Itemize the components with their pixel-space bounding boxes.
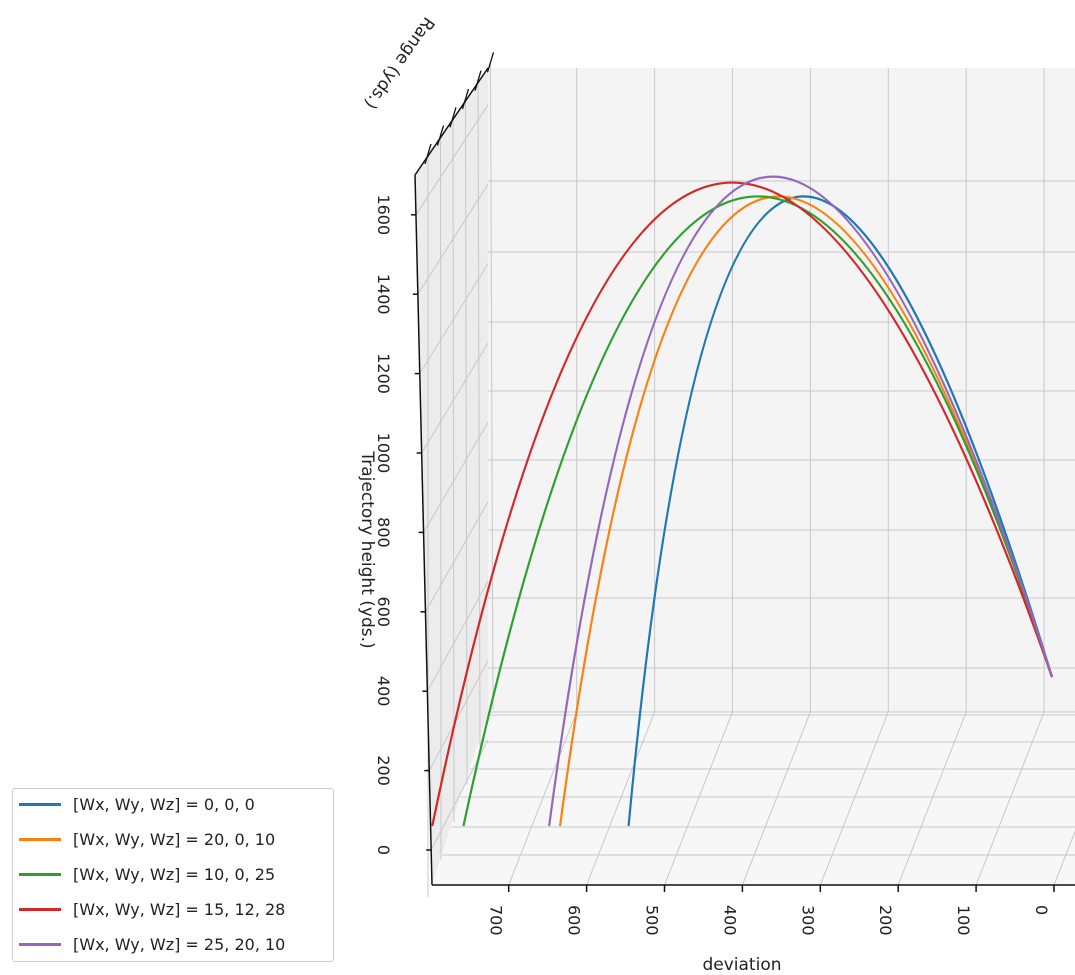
gridline	[664, 711, 733, 886]
range-tick-mark	[449, 107, 457, 128]
gridline	[417, 183, 489, 295]
z-tick-label: 600	[374, 597, 393, 628]
z-tick-label: 1600	[374, 194, 393, 235]
x-tick-label: 100	[954, 905, 973, 936]
legend-label: [Wx, Wy, Wz] = 15, 12, 28	[73, 899, 286, 919]
floor-pane	[432, 712, 1075, 885]
gridline	[897, 711, 967, 886]
gridline	[421, 342, 489, 454]
gridline	[741, 711, 811, 886]
x-tick-label: 400	[720, 905, 739, 936]
legend-label: [Wx, Wy, Wz] = 25, 20, 10	[73, 934, 286, 954]
range-tick-mark	[424, 143, 432, 165]
gridline	[419, 263, 489, 374]
legend-line-swatch	[19, 942, 61, 946]
x-tick-label: 300	[798, 905, 817, 936]
gridline	[423, 422, 489, 533]
x-tick-label: 700	[487, 905, 506, 936]
z-tick-label: 0	[374, 845, 393, 855]
z-tick-label: 200	[374, 755, 393, 786]
legend-line-swatch	[19, 802, 61, 806]
ticks: 0 100 200 300 400 500 600 700 0 200 400 600 800 1000 1…	[374, 52, 1055, 936]
z-tick-label: 1000	[374, 433, 393, 474]
legend-line-swatch	[19, 872, 61, 876]
height-axis-line	[414, 174, 433, 886]
gridline	[452, 119, 455, 823]
gridline	[490, 64, 494, 710]
gridline	[440, 137, 442, 860]
gridline	[426, 580, 489, 692]
gridline	[586, 711, 656, 886]
gridline	[508, 711, 578, 886]
range-axis-label: Range (yds.)	[360, 13, 438, 113]
legend-item: [Wx, Wy, Wz] = 20, 0, 10	[19, 829, 275, 849]
trajectory-line-4	[548, 175, 1054, 827]
legend-item: [Wx, Wy, Wz] = 15, 12, 28	[19, 899, 285, 919]
range-tick-mark	[474, 70, 482, 91]
gridline	[425, 501, 489, 613]
back-pane	[488, 68, 1075, 712]
gridline	[1053, 830, 1075, 886]
trajectory-line-1	[558, 195, 1054, 827]
trajectory-curves	[431, 175, 1054, 827]
z-tick-label: 1400	[374, 274, 393, 315]
x-tick-label: 200	[876, 905, 895, 936]
gridline	[477, 82, 481, 748]
height-axis-label: Trajectory height (yds.)	[357, 450, 377, 648]
z-tick-label: 1200	[374, 353, 393, 394]
z-tick-label: 800	[374, 517, 393, 548]
legend-label: [Wx, Wy, Wz] = 20, 0, 10	[73, 829, 276, 849]
x-tick-label: 600	[565, 905, 584, 936]
legend-item: [Wx, Wy, Wz] = 25, 20, 10	[19, 934, 285, 954]
x-tick-label: 0	[1032, 905, 1051, 915]
gridline	[975, 711, 1045, 886]
z-tick-label: 400	[374, 676, 393, 707]
range-tick-mark	[486, 52, 495, 73]
legend-line-swatch	[19, 907, 61, 911]
legend-label: [Wx, Wy, Wz] = 10, 0, 25	[73, 864, 276, 884]
range-tick-mark	[461, 88, 470, 110]
gridline	[819, 711, 889, 886]
trajectory-line-3	[431, 181, 1054, 827]
legend-label: [Wx, Wy, Wz] = 0, 0, 0	[73, 794, 255, 814]
legend: [Wx, Wy, Wz] = 0, 0, 0 [Wx, Wy, Wz] = 20,…	[12, 788, 334, 962]
trajectory-line-2	[462, 195, 1054, 827]
x-tick-label: 500	[643, 905, 662, 936]
gridline	[428, 660, 489, 771]
legend-item: [Wx, Wy, Wz] = 0, 0, 0	[19, 794, 255, 814]
deviation-axis-label: deviation	[702, 955, 781, 975]
gridline	[415, 104, 489, 216]
legend-item: [Wx, Wy, Wz] = 10, 0, 25	[19, 864, 275, 884]
range-tick-mark	[436, 125, 445, 146]
panes	[415, 68, 1075, 885]
legend-line-swatch	[19, 837, 61, 841]
